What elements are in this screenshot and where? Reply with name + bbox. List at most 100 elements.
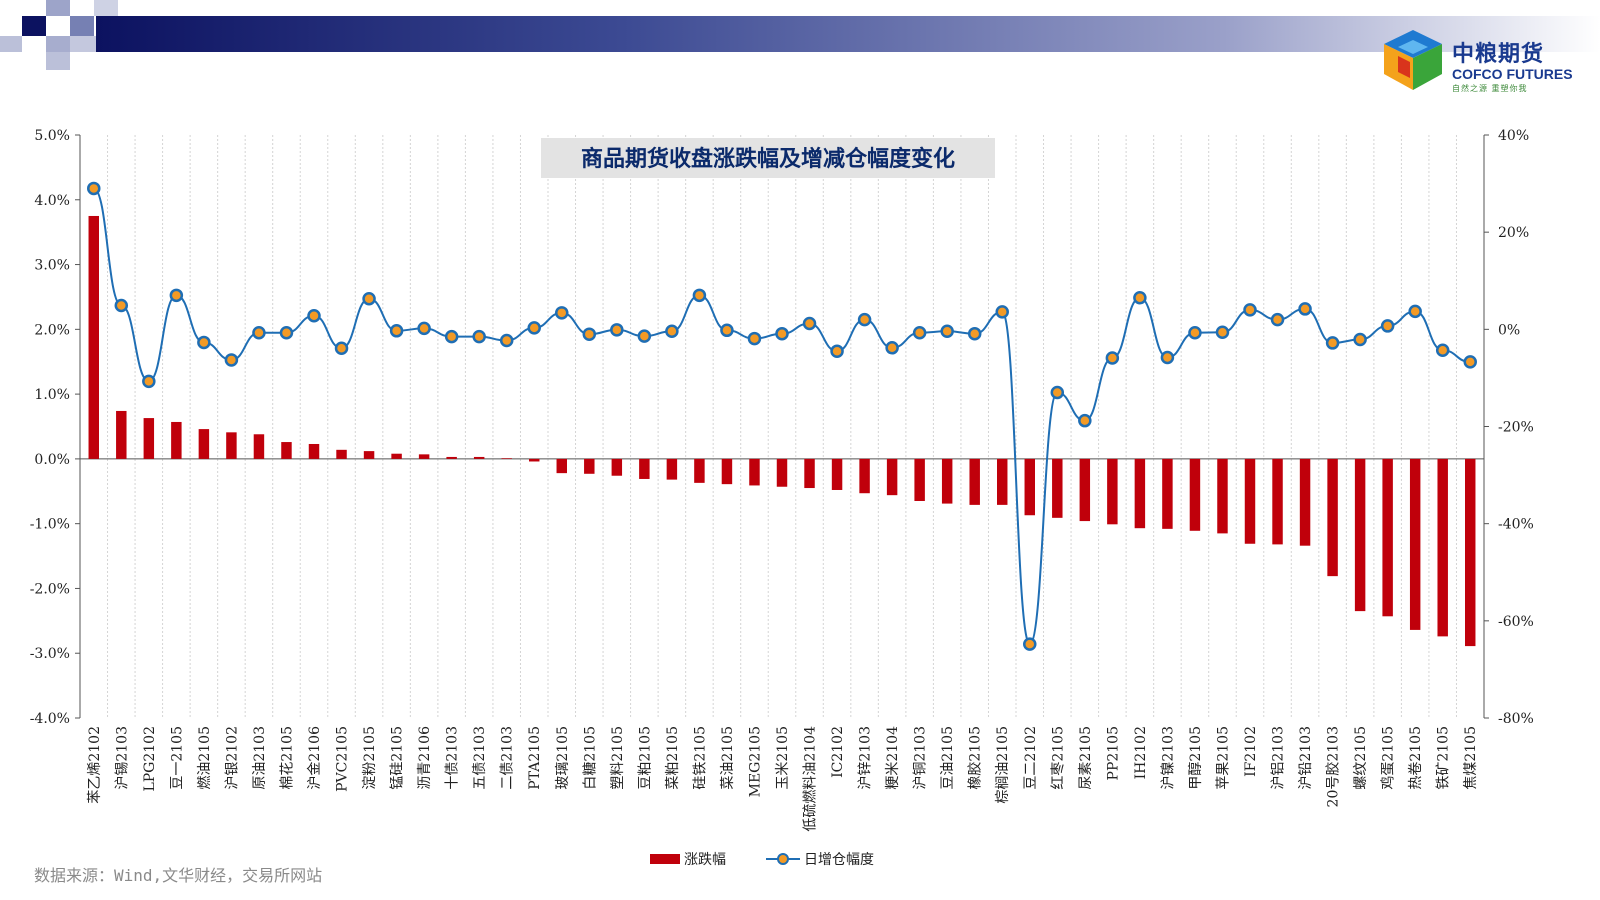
bar-沪锌2103	[859, 458, 870, 494]
right-tick-label: -40%	[1498, 517, 1534, 533]
bar-LPG2102	[143, 418, 155, 459]
left-tick-label: 0.0%	[34, 452, 70, 468]
bar-塑料2105	[611, 458, 623, 476]
bar-白糖2105	[584, 458, 595, 474]
category-label: 菜粕2105	[665, 726, 681, 790]
category-label: MEG2105	[747, 726, 763, 797]
bar-苯乙烯2102	[88, 215, 99, 459]
category-label: IC2102	[830, 726, 846, 778]
point-螺纹2105	[1353, 332, 1367, 347]
legend-item-line: 日增仓幅度	[766, 849, 874, 869]
header-gradient-band	[0, 0, 1600, 70]
category-label: 低硫燃料油2104	[802, 726, 819, 832]
line-series-markers	[87, 181, 1477, 651]
bar-棉花2105	[281, 442, 292, 459]
bar-series	[88, 215, 1476, 647]
source-note: 数据来源：Wind,文华财经，交易所网站	[34, 866, 323, 885]
point-PP2105	[1105, 351, 1120, 365]
category-label: 20号胶2103	[1325, 726, 1342, 807]
point-PVC2105	[334, 341, 349, 356]
point-PTA2105	[527, 321, 541, 335]
chart-title-box	[541, 138, 995, 178]
category-label: 白糖2105	[582, 726, 598, 790]
point-粳米2104	[885, 341, 899, 355]
point-淀粉2105	[362, 291, 376, 306]
bar-沪镍2103	[1162, 458, 1173, 529]
left-tick-label: 2.0%	[34, 322, 70, 338]
category-label: 沪铜2103	[913, 726, 929, 790]
legend-item-bar: 涨跌幅	[650, 849, 726, 869]
category-label: 苹果2105	[1215, 726, 1231, 790]
category-label: 尿素2105	[1078, 726, 1094, 790]
right-tick-label: 20%	[1498, 225, 1529, 241]
brand-logo: 中粮期货 COFCO FUTURES 自然之源 重塑你我	[1380, 28, 1590, 98]
point-沪锌2103	[857, 312, 872, 327]
bar-橡胶2105	[969, 458, 980, 505]
point-沥青2106	[417, 321, 431, 336]
category-label: 红枣2105	[1050, 726, 1066, 790]
point-沪铅2103	[1298, 302, 1312, 316]
category-label: 淀粉2105	[362, 726, 378, 790]
right-axis-ticks: -80% -60% -40% -20% 0% 20% 40%	[1484, 128, 1534, 727]
category-label: 沪金2106	[307, 726, 323, 790]
vertical-gridlines	[107, 135, 1457, 718]
bar-焦煤2105	[1465, 458, 1476, 647]
point-MEG2105	[747, 331, 762, 346]
category-label: 铁矿2105	[1436, 726, 1452, 790]
category-label: IF2102	[1243, 726, 1259, 777]
category-label: 硅铁2105	[692, 726, 708, 790]
category-label: 豆粕2105	[637, 726, 653, 790]
brand-name-en: COFCO FUTURES	[1452, 66, 1573, 82]
chart-title: 商品期货收盘涨跌幅及增减仓幅度变化	[541, 138, 995, 178]
chart-title-text: 商品期货收盘涨跌幅及增减仓幅度变化	[581, 146, 955, 172]
category-label: 二债2103	[500, 726, 516, 790]
category-label: IH2102	[1133, 726, 1149, 779]
bar-PP2105	[1107, 458, 1118, 525]
point-白糖2105	[582, 327, 597, 341]
bar-红枣2105	[1052, 458, 1063, 518]
point-IF2102	[1243, 303, 1257, 317]
right-tick-label: -60%	[1498, 614, 1534, 630]
bar-沪锡2103	[116, 410, 127, 459]
category-label: 豆二2102	[1023, 726, 1039, 790]
point-LPG2102	[142, 374, 156, 389]
category-label: LPG2102	[142, 726, 158, 792]
point-豆一2105	[169, 288, 184, 303]
category-label: 五债2103	[472, 726, 488, 790]
point-沪铝2103	[1270, 312, 1285, 327]
category-label: 螺纹2105	[1353, 726, 1369, 790]
point-IH2102	[1133, 291, 1147, 305]
point-红枣2105	[1050, 385, 1065, 400]
point-尿素2105	[1078, 413, 1092, 428]
point-沪金2106	[307, 308, 321, 323]
category-label: 沪铅2103	[1298, 726, 1314, 790]
bar-热卷2105	[1409, 458, 1421, 630]
category-label: 鸡蛋2105	[1380, 726, 1397, 790]
category-label: 粳米2104	[885, 726, 901, 790]
left-tick-label: -2.0%	[30, 581, 70, 597]
category-label: PTA2105	[527, 726, 543, 790]
bar-棕榈油2105	[997, 458, 1008, 505]
bar-低硫燃料油2104	[804, 458, 815, 489]
bar-沪铜2103	[914, 458, 925, 501]
bar-二债2103	[501, 458, 512, 459]
point-菜粕2105	[665, 324, 679, 339]
left-tick-label: -3.0%	[30, 646, 70, 662]
bar-原油2103	[253, 434, 265, 459]
point-沪镍2103	[1160, 350, 1175, 365]
bar-甲醇2105	[1189, 458, 1201, 531]
right-tick-label: -20%	[1498, 420, 1534, 436]
bar-MEG2105	[749, 458, 760, 486]
right-tick-label: 0%	[1498, 322, 1520, 338]
bar-铁矿2105	[1437, 458, 1448, 637]
bar-沥青2106	[418, 454, 430, 459]
bar-螺纹2105	[1354, 458, 1366, 612]
point-十债2103	[444, 329, 459, 344]
category-label: 十债2103	[445, 726, 461, 790]
bar-玻璃2105	[556, 458, 567, 474]
point-甲醇2105	[1188, 325, 1202, 340]
category-label: 沪银2102	[224, 726, 240, 790]
point-IC2102	[830, 344, 844, 358]
bar-IF2102	[1244, 458, 1256, 544]
